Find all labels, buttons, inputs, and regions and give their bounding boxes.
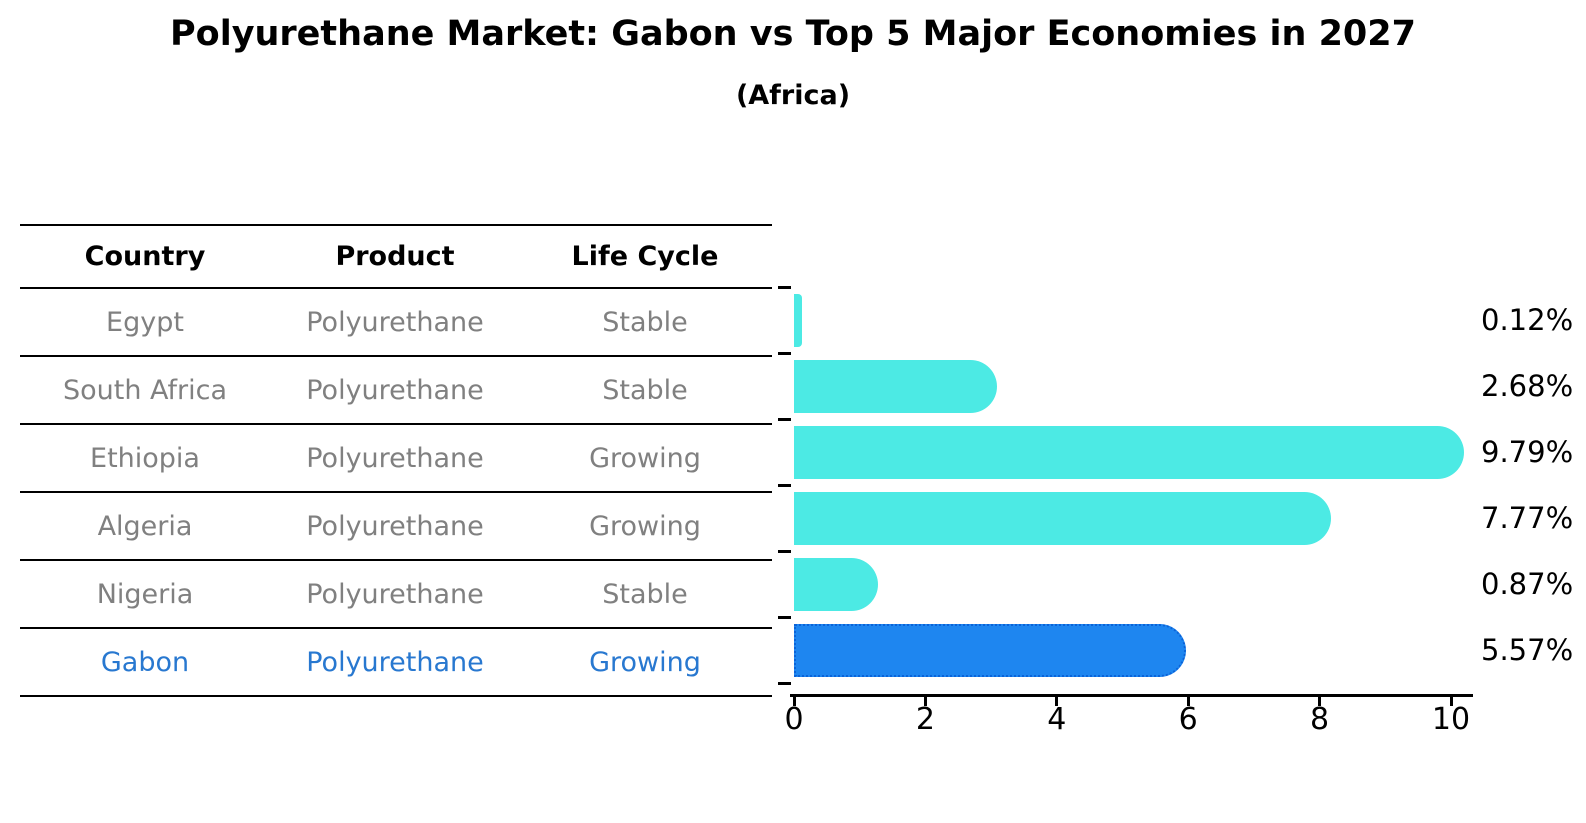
value-label: 9.79% <box>1481 435 1574 469</box>
chart-title: Polyurethane Market: Gabon vs Top 5 Majo… <box>170 14 1416 54</box>
x-tick-label: 0 <box>784 702 804 737</box>
table-row: South Africa Polyurethane Stable <box>20 355 772 423</box>
country-table: Country Product Life Cycle Egypt Polyuret… <box>20 224 772 697</box>
x-tick <box>1055 697 1059 706</box>
y-tick <box>778 682 791 685</box>
chart-subtitle: (Africa) <box>735 80 851 111</box>
table-rows: Egypt Polyurethane Stable South Africa Polyu… <box>20 287 772 695</box>
x-tick <box>923 697 927 706</box>
table-header-row: Country Product Life Cycle <box>20 224 772 287</box>
y-tick <box>778 418 791 421</box>
cell-life-cycle: Growing <box>589 442 701 474</box>
x-tick <box>792 697 796 706</box>
cell-life-cycle: Stable <box>602 374 688 406</box>
value-label: 0.12% <box>1481 303 1574 337</box>
cell-life-cycle: Stable <box>602 578 688 610</box>
value-label: 7.77% <box>1481 501 1574 535</box>
cell-country: South Africa <box>62 374 228 406</box>
cell-life-cycle: Growing <box>589 510 701 542</box>
cell-product: Polyurethane <box>306 578 484 610</box>
y-tick <box>778 484 791 487</box>
cell-country: Nigeria <box>96 578 194 610</box>
cell-country: Ethiopia <box>90 442 200 474</box>
header-life-cycle: Life Cycle <box>571 241 719 272</box>
bar-plot-area <box>794 287 1464 683</box>
x-tick-label: 10 <box>1431 702 1471 737</box>
cell-product: Polyurethane <box>306 442 484 474</box>
x-tick-label: 4 <box>1047 702 1067 737</box>
cell-product: Polyurethane <box>306 646 484 678</box>
x-tick <box>1318 697 1322 706</box>
value-label: 2.68% <box>1481 369 1574 403</box>
x-axis-line <box>790 694 1473 697</box>
y-tick <box>778 616 791 619</box>
bar-nigeria <box>794 557 878 611</box>
cell-life-cycle: Stable <box>602 306 688 338</box>
x-tick-label: 6 <box>1178 702 1198 737</box>
cell-product: Polyurethane <box>306 510 484 542</box>
bar-egypt <box>794 293 802 347</box>
x-tick <box>1449 697 1453 706</box>
header-country: Country <box>84 241 206 272</box>
bar-gabon <box>794 623 1187 677</box>
cell-country: Algeria <box>97 510 193 542</box>
cell-life-cycle: Growing <box>589 646 701 678</box>
x-tick <box>1186 697 1190 706</box>
table-row: Nigeria Polyurethane Stable <box>20 559 772 627</box>
x-tick-label: 8 <box>1310 702 1330 737</box>
x-tick-label: 2 <box>915 702 935 737</box>
bar-south-africa <box>794 359 997 413</box>
table-row: Ethiopia Polyurethane Growing <box>20 423 772 491</box>
value-label: 0.87% <box>1481 567 1574 601</box>
table-row: Algeria Polyurethane Growing <box>20 491 772 559</box>
table-row: Gabon Polyurethane Growing <box>20 627 772 695</box>
cell-country: Gabon <box>100 646 190 678</box>
bar-algeria <box>794 491 1331 545</box>
cell-product: Polyurethane <box>306 374 484 406</box>
table-row: Egypt Polyurethane Stable <box>20 287 772 355</box>
bar-ethiopia <box>794 425 1464 479</box>
value-label: 5.57% <box>1481 633 1574 667</box>
y-tick <box>778 352 791 355</box>
y-tick <box>778 550 791 553</box>
cell-product: Polyurethane <box>306 306 484 338</box>
cell-country: Egypt <box>106 306 184 338</box>
header-product: Product <box>335 241 455 272</box>
y-tick <box>778 286 791 289</box>
